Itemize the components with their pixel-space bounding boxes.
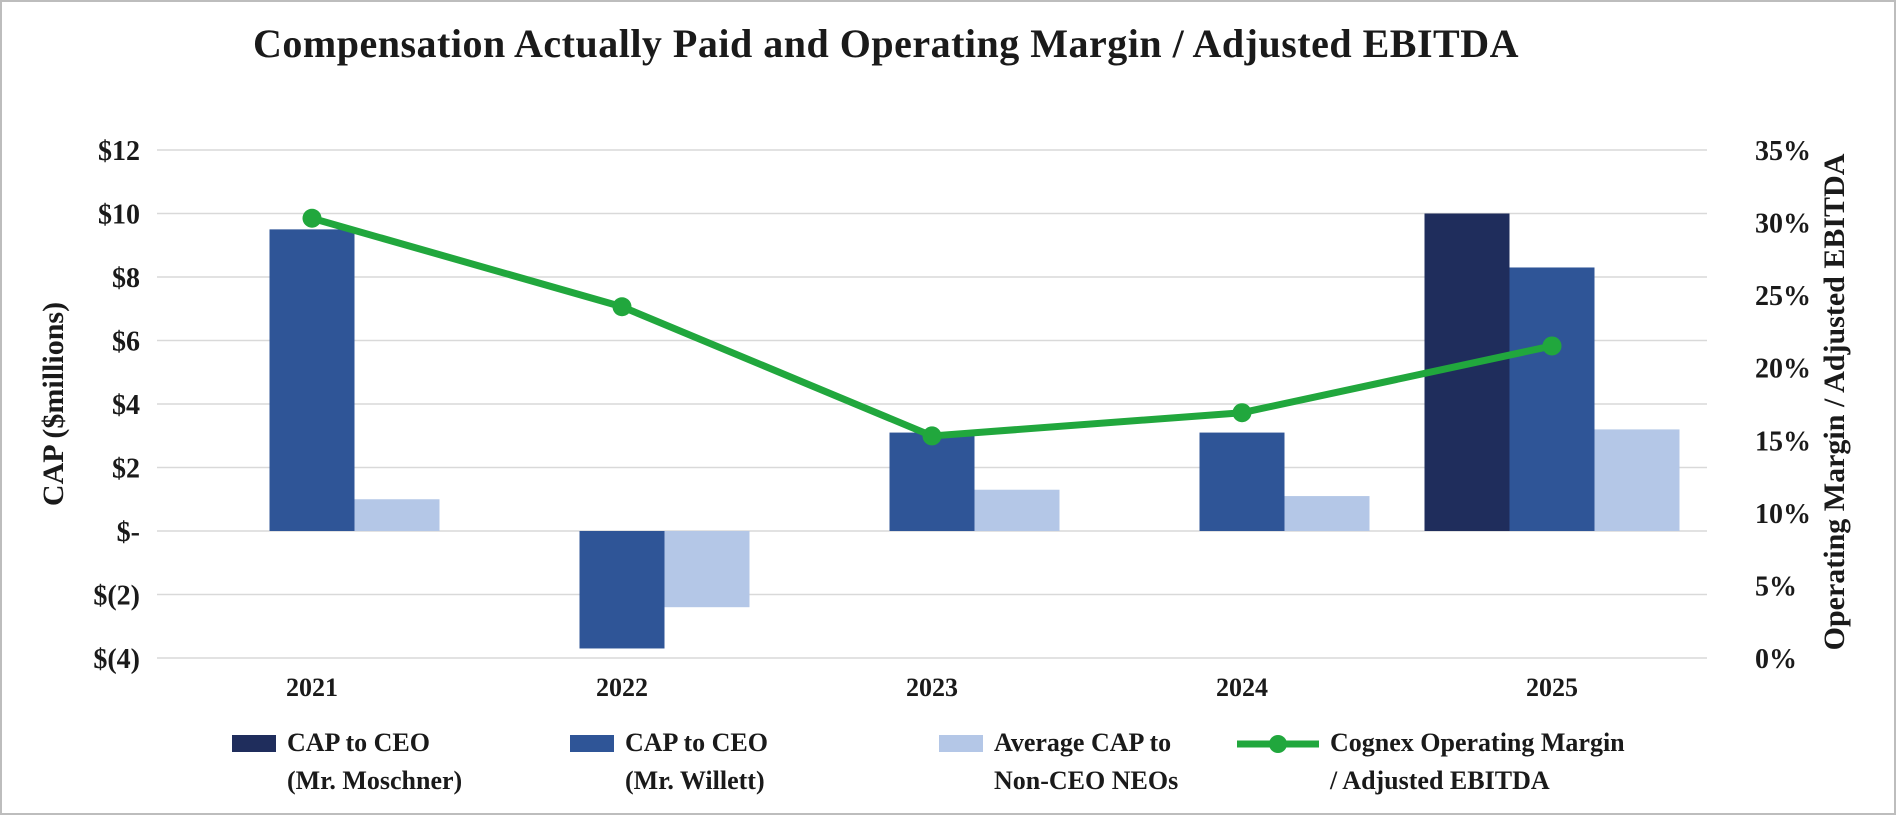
bar-neo-2025 [1594, 429, 1680, 531]
bar-neo-2024 [1284, 496, 1370, 531]
y1-tick-label: $4 [112, 390, 140, 421]
y1-tick-label: $(2) [93, 581, 140, 612]
y2-tick-label: 30% [1755, 209, 1811, 240]
legend-swatch-rect [570, 735, 614, 752]
chart-title: Compensation Actually Paid and Operating… [253, 21, 1519, 66]
y1-tick-label: $10 [98, 200, 140, 231]
left-axis-title: CAP ($millions) [37, 301, 70, 507]
legend-item-avg-cap-neos: Average CAP to Non-CEO NEOs [939, 724, 1178, 800]
y1-tick-label: $2 [112, 454, 140, 485]
bar-willett-2022 [579, 531, 665, 649]
legend-label: CAP to CEO (Mr. Willett) [625, 724, 768, 800]
x-tick-label: 2023 [906, 673, 958, 702]
legend-swatch-rect [232, 735, 276, 752]
y1-tick-label: $- [117, 517, 140, 548]
legend-label-line1: CAP to CEO [625, 728, 768, 757]
right-axis-title: Operating Margin / Adjusted EBITDA [1818, 153, 1851, 651]
bar-neo-2023 [974, 489, 1060, 531]
y2-tick-label: 5% [1755, 571, 1797, 602]
legend-swatch-rect [939, 735, 983, 752]
y2-tick-label: 35% [1755, 136, 1811, 167]
legend-line-marker-icon [1237, 735, 1319, 753]
y2-tick-label: 15% [1755, 426, 1811, 457]
legend-swatch-willett-icon [570, 735, 614, 752]
x-tick-label: 2021 [286, 673, 338, 702]
line-marker-2021 [302, 208, 322, 228]
legend-label-line1: Average CAP to [994, 728, 1172, 757]
legend-label-line2: / Adjusted EBITDA [1330, 766, 1550, 795]
bar-neo-2021 [354, 499, 440, 531]
bar-willett-2025 [1509, 267, 1595, 531]
legend-label-line2: (Mr. Moschner) [287, 766, 463, 795]
line-marker-2025 [1542, 336, 1562, 356]
legend-label-line1: CAP to CEO [287, 728, 430, 757]
legend-item-cap-ceo-willett: CAP to CEO (Mr. Willett) [570, 724, 768, 800]
line-marker-2023 [922, 426, 942, 446]
legend-swatch-neo-icon [939, 735, 983, 752]
legend-marker [1269, 735, 1287, 753]
legend-label: CAP to CEO (Mr. Moschner) [287, 724, 462, 800]
legend-swatch-moschner-icon [232, 735, 276, 752]
legend-item-cap-ceo-moschner: CAP to CEO (Mr. Moschner) [232, 724, 462, 800]
legend-label-line1: Cognex Operating Margin [1330, 728, 1625, 757]
y1-tick-label: $6 [112, 327, 140, 358]
x-tick-label: 2022 [596, 673, 648, 702]
bar-neo-2022 [664, 531, 750, 608]
y1-tick-label: $12 [98, 136, 140, 167]
legend-label: Cognex Operating Margin / Adjusted EBITD… [1330, 724, 1625, 800]
bar-willett-2021 [269, 229, 355, 531]
legend-label-line2: Non-CEO NEOs [994, 766, 1179, 795]
line-marker-2024 [1232, 403, 1252, 423]
legend-label-line2: (Mr. Willett) [625, 766, 765, 795]
y2-tick-label: 0% [1755, 644, 1797, 675]
bar-willett-2024 [1199, 432, 1285, 531]
y2-tick-label: 25% [1755, 281, 1811, 312]
bar-willett-2023 [889, 432, 975, 531]
legend-item-operating-margin: Cognex Operating Margin / Adjusted EBITD… [1235, 724, 1625, 800]
x-tick-label: 2025 [1526, 673, 1578, 702]
line-marker-2022 [612, 297, 632, 317]
y1-tick-label: $8 [112, 263, 140, 294]
y1-tick-label: $(4) [93, 644, 140, 675]
y2-tick-label: 10% [1755, 499, 1811, 530]
y2-tick-label: 20% [1755, 354, 1811, 385]
legend-label: Average CAP to Non-CEO NEOs [994, 724, 1178, 800]
x-tick-label: 2024 [1216, 673, 1268, 702]
